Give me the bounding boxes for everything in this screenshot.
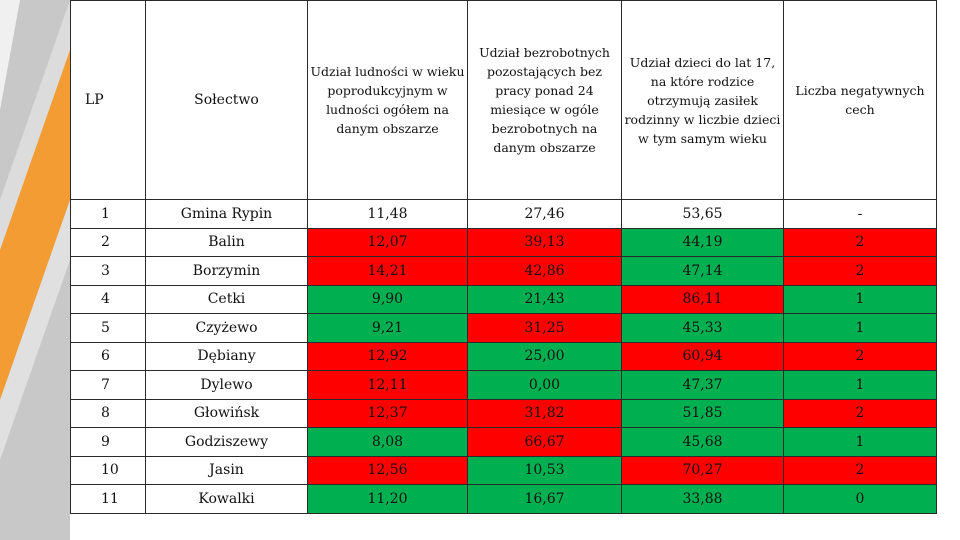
cell-col2: 21,43 xyxy=(467,284,622,314)
cell-col4: 2 xyxy=(783,341,937,371)
cell-solectwo: Godziszewy xyxy=(145,427,308,457)
cell-col3: 70,27 xyxy=(621,455,784,485)
table-row: 2 Balin 12,07 39,13 44,19 2 xyxy=(70,227,937,257)
cell-col4: 1 xyxy=(783,427,937,457)
header-col2: Udział bezrobotnych pozostających bez pr… xyxy=(467,0,622,200)
cell-col3: 33,88 xyxy=(621,484,784,514)
cell-col2: 66,67 xyxy=(467,427,622,457)
table-body: 1 Gmina Rypin 11,48 27,46 53,65-2 Balin 12,07 3… xyxy=(70,199,937,514)
header-col4-text: Liczba negatywnych cech xyxy=(795,83,925,117)
cell-lp: 6 xyxy=(70,341,146,371)
table-row: 3 Borzymin 14,21 42,86 47,14 2 xyxy=(70,256,937,286)
cell-solectwo: Czyżewo xyxy=(145,313,308,343)
header-row: LP Sołectwo Udział ludności w wieku popr… xyxy=(70,0,937,200)
cell-col3: 44,19 xyxy=(621,227,784,257)
cell-col4: - xyxy=(783,199,937,229)
header-solectwo: Sołectwo xyxy=(145,0,308,200)
table-row: 10 Jasin 12,56 10,53 70,27 2 xyxy=(70,455,937,485)
cell-col1: 12,92 xyxy=(307,341,468,371)
cell-col2: 31,25 xyxy=(467,313,622,343)
cell-solectwo: Cetki xyxy=(145,284,308,314)
header-col1-text: Udział ludności w wieku poprodukcyjnym w… xyxy=(310,64,465,136)
cell-col1: 12,37 xyxy=(307,398,468,428)
table-row: 1 Gmina Rypin 11,48 27,46 53,65- xyxy=(70,199,937,229)
cell-col3: 45,68 xyxy=(621,427,784,457)
cell-col2: 0,00 xyxy=(467,370,622,400)
cell-lp: 9 xyxy=(70,427,146,457)
cell-col3: 60,94 xyxy=(621,341,784,371)
cell-col1: 14,21 xyxy=(307,256,468,286)
cell-lp: 4 xyxy=(70,284,146,314)
header-col1: Udział ludności w wieku poprodukcyjnym w… xyxy=(307,0,468,200)
cell-col2: 16,67 xyxy=(467,484,622,514)
cell-col2: 27,46 xyxy=(467,199,622,229)
cell-col4: 1 xyxy=(783,370,937,400)
cell-lp: 11 xyxy=(70,484,146,514)
table-row: 6 Dębiany 12,92 25,00 60,94 2 xyxy=(70,341,937,371)
cell-col1: 9,90 xyxy=(307,284,468,314)
cell-solectwo: Gmina Rypin xyxy=(145,199,308,229)
cell-col2: 31,82 xyxy=(467,398,622,428)
cell-col2: 25,00 xyxy=(467,341,622,371)
cell-col4: 2 xyxy=(783,455,937,485)
cell-lp: 3 xyxy=(70,256,146,286)
cell-col4: 1 xyxy=(783,284,937,314)
cell-col3: 47,14 xyxy=(621,256,784,286)
header-col4: Liczba negatywnych cech xyxy=(783,0,937,200)
cell-col3: 51,85 xyxy=(621,398,784,428)
cell-solectwo: Borzymin xyxy=(145,256,308,286)
data-table: LP Sołectwo Udział ludności w wieku popr… xyxy=(70,0,937,514)
cell-col1: 11,48 xyxy=(307,199,468,229)
cell-lp: 10 xyxy=(70,455,146,485)
table-row: 5 Czyżewo 9,21 31,25 45,33 1 xyxy=(70,313,937,343)
table-row: 8 Głowińsk 12,37 31,82 51,85 2 xyxy=(70,398,937,428)
cell-lp: 1 xyxy=(70,199,146,229)
cell-col2: 10,53 xyxy=(467,455,622,485)
cell-solectwo: Kowalki xyxy=(145,484,308,514)
header-col2-text: Udział bezrobotnych pozostających bez pr… xyxy=(479,45,610,155)
header-lp: LP xyxy=(70,0,146,200)
cell-lp: 7 xyxy=(70,370,146,400)
cell-solectwo: Głowińsk xyxy=(145,398,308,428)
cell-solectwo: Balin xyxy=(145,227,308,257)
cell-col4: 2 xyxy=(783,398,937,428)
cell-col3: 86,11 xyxy=(621,284,784,314)
table-row: 7 Dylewo 12,11 0,00 47,37 1 xyxy=(70,370,937,400)
header-col3: Udział dzieci do lat 17, na które rodzic… xyxy=(621,0,784,200)
cell-col4: 2 xyxy=(783,256,937,286)
cell-col3: 53,65 xyxy=(621,199,784,229)
cell-col1: 9,21 xyxy=(307,313,468,343)
cell-col1: 12,56 xyxy=(307,455,468,485)
table-row: 9 Godziszewy 8,08 66,67 45,68 1 xyxy=(70,427,937,457)
cell-col2: 39,13 xyxy=(467,227,622,257)
cell-solectwo: Dębiany xyxy=(145,341,308,371)
header-col3-text: Udział dzieci do lat 17, na które rodzic… xyxy=(624,54,781,146)
cell-col4: 2 xyxy=(783,227,937,257)
cell-solectwo: Dylewo xyxy=(145,370,308,400)
cell-col1: 8,08 xyxy=(307,427,468,457)
cell-lp: 8 xyxy=(70,398,146,428)
table-row: 4 Cetki 9,90 21,43 86,11 1 xyxy=(70,284,937,314)
cell-col1: 12,11 xyxy=(307,370,468,400)
cell-col3: 47,37 xyxy=(621,370,784,400)
cell-col1: 12,07 xyxy=(307,227,468,257)
cell-col4: 0 xyxy=(783,484,937,514)
cell-col2: 42,86 xyxy=(467,256,622,286)
cell-lp: 2 xyxy=(70,227,146,257)
table-row: 11 Kowalki 11,20 16,67 33,88 0 xyxy=(70,484,937,514)
cell-col1: 11,20 xyxy=(307,484,468,514)
cell-solectwo: Jasin xyxy=(145,455,308,485)
cell-lp: 5 xyxy=(70,313,146,343)
cell-col3: 45,33 xyxy=(621,313,784,343)
cell-col4: 1 xyxy=(783,313,937,343)
